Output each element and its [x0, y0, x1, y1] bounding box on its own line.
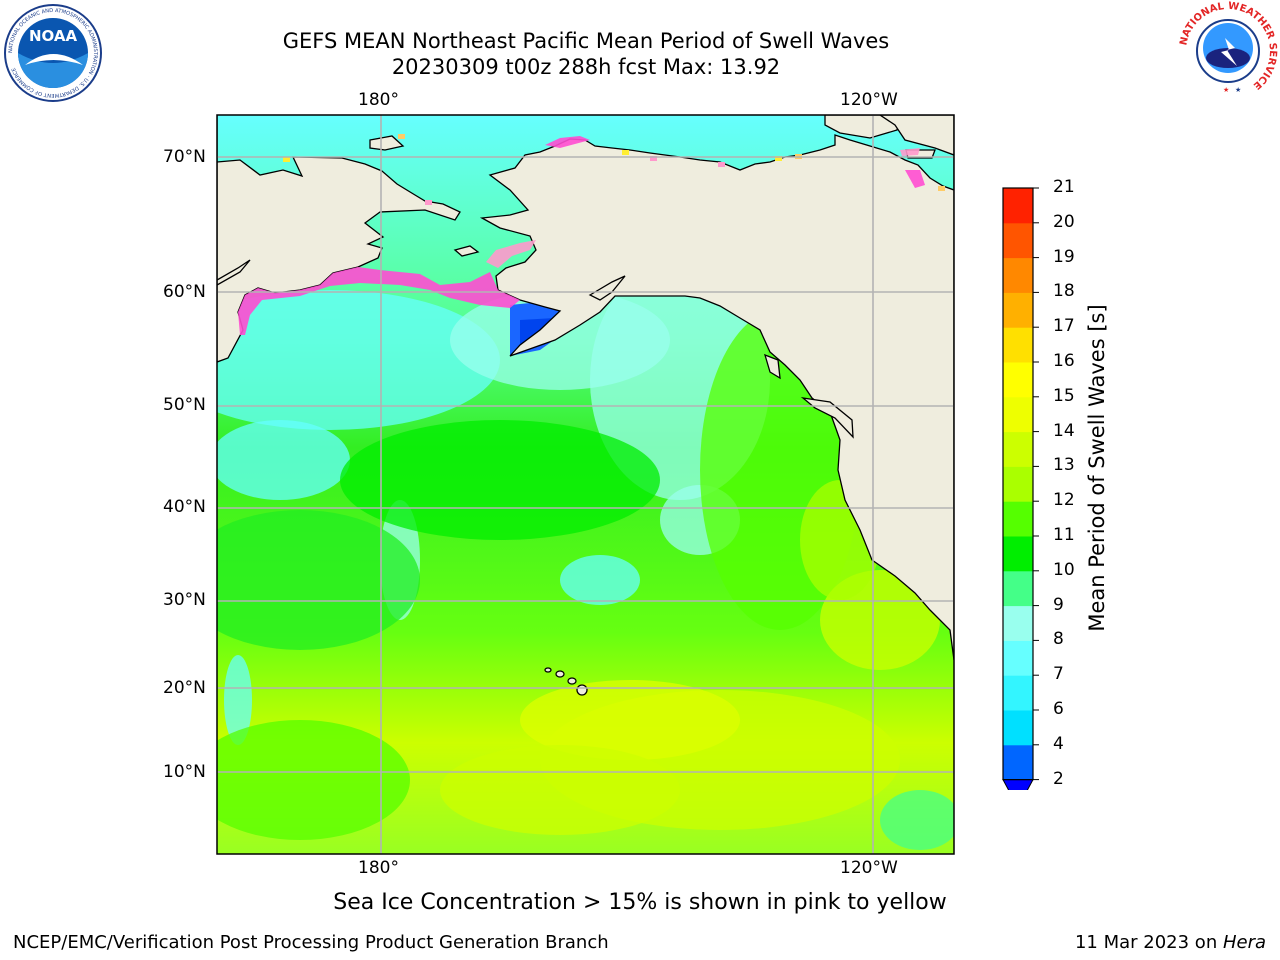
colorbar-under-arrow	[1002, 779, 1034, 790]
colorbar-tick-label: 14	[1053, 420, 1075, 441]
colorbar-segment	[1003, 640, 1033, 676]
colorbar-tick-label: 17	[1053, 316, 1075, 337]
noaa-logo: NATIONAL OCEANIC AND ATMOSPHERIC ADMINIS…	[4, 4, 102, 102]
colorbar-tick-label: 2	[1053, 768, 1064, 789]
colorbar-tick-label: 13	[1053, 455, 1075, 476]
colorbar-label: Mean Period of Swell Waves [s]	[1085, 304, 1109, 632]
chart-title-line2: 20230309 t00z 288h fcst Max: 13.92	[391, 55, 781, 79]
colorbar-tick-label: 6	[1053, 699, 1064, 719]
svg-text:NOAA: NOAA	[29, 27, 78, 45]
colorbar-segment	[1003, 362, 1033, 398]
colorbar-tick-label: 7	[1053, 664, 1064, 685]
colorbar-segment	[1003, 675, 1033, 711]
lon-label-bottom-180: 180°	[358, 858, 399, 878]
lat-label-20n: 20°N	[163, 678, 206, 698]
lat-label-40n: 40°N	[163, 497, 206, 517]
colorbar-tick-label: 10	[1053, 559, 1075, 580]
colorbar	[1002, 187, 1039, 790]
colorbar-tick-label: 21	[1053, 177, 1075, 197]
colorbar-segment	[1003, 431, 1033, 467]
svg-text:★: ★	[1223, 86, 1229, 94]
colorbar-segment	[1003, 744, 1033, 781]
lat-label-10n: 10°N	[163, 762, 206, 782]
colorbar-tick-label: 20	[1053, 211, 1075, 232]
lat-label-70n: 70°N	[163, 147, 206, 167]
footer-host: Hera	[1222, 932, 1266, 953]
lon-label-top-120w: 120°W	[840, 90, 898, 110]
colorbar-segment	[1003, 710, 1033, 746]
svg-text:★: ★	[1235, 86, 1241, 94]
lon-label-top-180: 180°	[358, 90, 399, 110]
colorbar-segment	[1003, 605, 1033, 641]
colorbar-segment	[1003, 501, 1033, 537]
colorbar-segment	[1003, 188, 1033, 224]
footer-date: 11 Mar 2023 on Hera	[1075, 932, 1266, 953]
nws-logo: NATIONAL WEATHER SERVICE ★ ★	[1178, 1, 1278, 99]
colorbar-segment	[1003, 396, 1033, 433]
colorbar-tick-label: 19	[1053, 246, 1075, 267]
colorbar-segment	[1003, 536, 1033, 572]
colorbar-tick-label: 11	[1053, 525, 1075, 545]
colorbar-segment	[1003, 466, 1033, 502]
colorbar-segment	[1003, 292, 1033, 328]
sea-ice-note: Sea Ice Concentration > 15% is shown in …	[333, 890, 947, 915]
colorbar-tick-label: 12	[1053, 490, 1075, 511]
lat-label-60n: 60°N	[163, 282, 206, 302]
colorbar-tick-label: 16	[1053, 351, 1075, 371]
colorbar-segment	[1003, 257, 1033, 293]
lat-label-50n: 50°N	[163, 395, 206, 415]
colorbar-segment	[1003, 222, 1033, 259]
footer-date-text: 11 Mar 2023 on	[1074, 932, 1223, 953]
lat-label-30n: 30°N	[163, 590, 206, 610]
colorbar-tick-label: 18	[1053, 281, 1075, 302]
lon-label-bottom-120w: 120°W	[840, 858, 898, 878]
colorbar-tick-label: 9	[1053, 594, 1064, 615]
colorbar-segment	[1003, 570, 1033, 607]
colorbar-segment	[1003, 327, 1033, 363]
colorbar-tick-label: 4	[1053, 733, 1064, 754]
chart-title-line1: GEFS MEAN Northeast Pacific Mean Period …	[282, 29, 890, 53]
footer-branch: NCEP/EMC/Verification Post Processing Pr…	[13, 932, 609, 953]
colorbar-tick-label: 8	[1053, 629, 1064, 650]
colorbar-tick-label: 15	[1053, 385, 1075, 406]
